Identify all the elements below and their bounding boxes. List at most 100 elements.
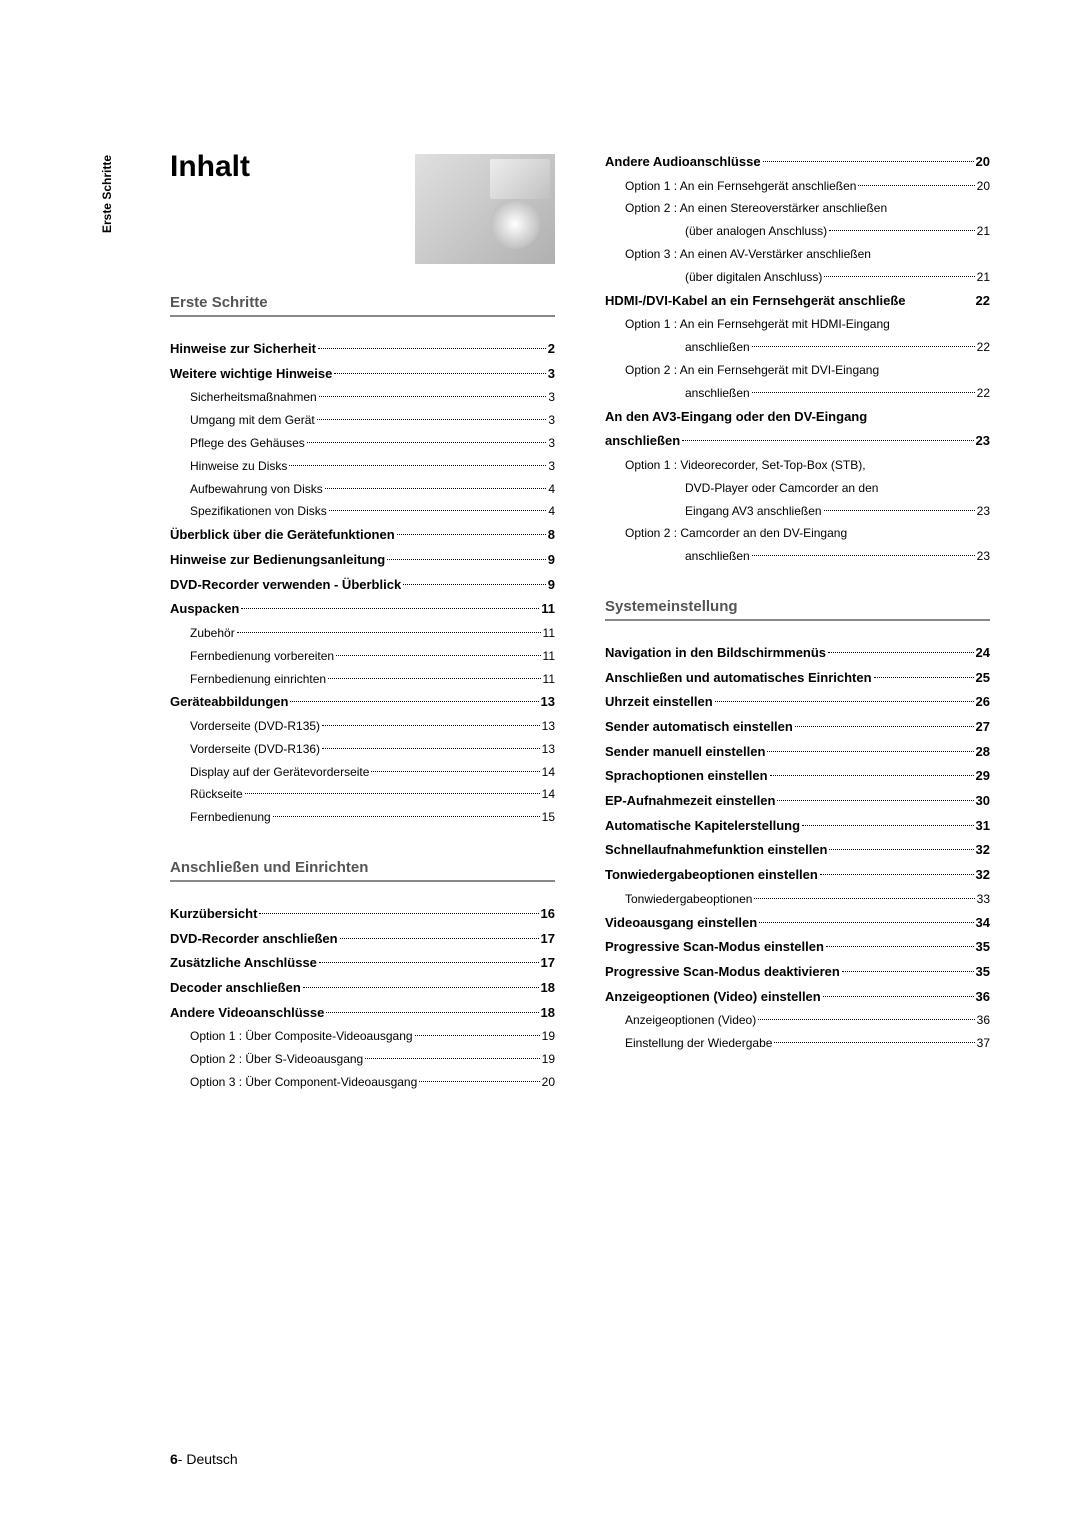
toc-text: Aufbewahrung von Disks [190,478,323,501]
toc-page: 23 [976,429,990,454]
toc-entry: Schnellaufnahmefunktion einstellen32 [605,838,990,863]
toc-entry: Sender manuell einstellen28 [605,740,990,765]
toc-dots [319,396,547,397]
toc-entry: Anzeigeoptionen (Video)36 [605,1009,990,1032]
toc-entry: Vorderseite (DVD-R135)13 [170,715,555,738]
toc-entry: Eingang AV3 anschließen23 [605,500,990,523]
toc-dots [290,701,538,702]
toc-entry: EP-Aufnahmezeit einstellen30 [605,789,990,814]
toc-entry: Option 2 : Über S-Videoausgang19 [170,1048,555,1071]
toc-text: HDMI-/DVI-Kabel an ein Fernsehgerät ansc… [605,289,906,314]
toc-text: EP-Aufnahmezeit einstellen [605,789,775,814]
toc-text: Pflege des Gehäuses [190,432,305,455]
toc-entry: Option 1 : An ein Fernsehgerät anschließ… [605,175,990,198]
toc-continuation: Option 2 : An einen Stereoverstärker ans… [605,197,990,220]
toc-page: 22 [976,289,990,314]
toc-dots [403,584,546,585]
toc-dots [770,775,974,776]
toc-entry: Sprachoptionen einstellen29 [605,764,990,789]
toc-entry: Tonwiedergabeoptionen33 [605,888,990,911]
toc-entry: Andere Audioanschlüsse 20 [605,150,990,175]
toc-page: 22 [977,336,990,359]
toc-text: Sender automatisch einstellen [605,715,793,740]
toc-dots [273,816,540,817]
toc-page: 9 [548,573,555,598]
toc-dots [319,962,539,963]
toc-dots [365,1058,539,1059]
toc-text: Sicherheitsmaßnahmen [190,386,317,409]
toc-dots [340,938,539,939]
toc-entry: Pflege des Gehäuses3 [170,432,555,455]
toc-dots [317,419,547,420]
toc-text: Fernbedienung vorbereiten [190,645,334,668]
toc-text: DVD-Recorder verwenden - Überblick [170,573,401,598]
toc-entry: (über analogen Anschluss)21 [605,220,990,243]
toc-text: Zusätzliche Anschlüsse [170,951,317,976]
toc-entry: Rückseite14 [170,783,555,806]
toc-dots [763,161,974,162]
toc-page: 21 [977,220,990,243]
toc-dots [387,559,546,560]
toc-entry: Fernbedienung 15 [170,806,555,829]
toc-dots [325,488,547,489]
toc-text: Option 3 : Über Component-Videoausgang [190,1071,417,1094]
content-wrapper: Inhalt Erste Schritte Hinweise zur Siche… [170,150,990,1094]
toc-dots [303,987,539,988]
toc-entry: Hinweise zur Sicherheit2 [170,337,555,362]
toc-entry: Option 3 : Über Component-Videoausgang20 [170,1071,555,1094]
toc-page: 17 [541,927,555,952]
right-column: Andere Audioanschlüsse 20Option 1 : An ei… [605,150,990,1094]
toc-text: Display auf der Gerätevorderseite [190,761,369,784]
toc-dots [326,1012,538,1013]
toc-text: Fernbedienung [190,806,271,829]
toc-text: Decoder anschließen [170,976,301,1001]
toc-text: Option 1 : Über Composite-Videoausgang [190,1025,413,1048]
toc-dots [758,1019,974,1020]
toc-section-erste-schritte: Hinweise zur Sicherheit2Weitere wichtige… [170,337,555,829]
toc-text: Anzeigeoptionen (Video) [625,1009,756,1032]
toc-page: 29 [976,764,990,789]
toc-page: 28 [976,740,990,765]
toc-page: 20 [976,150,990,175]
toc-text: Tonwiedergabeoptionen [625,888,752,911]
toc-dots [754,898,974,899]
toc-page: 22 [977,382,990,405]
toc-dots [802,825,973,826]
toc-entry: DVD-Recorder verwenden - Überblick 9 [170,573,555,598]
toc-entry: Aufbewahrung von Disks4 [170,478,555,501]
toc-page: 11 [543,645,555,668]
toc-dots [259,913,538,914]
toc-entry: anschließen 22 [605,382,990,405]
toc-page: 4 [548,500,555,523]
toc-entry: Display auf der Gerätevorderseite14 [170,761,555,784]
page-footer: 6- Deutsch [170,1451,238,1467]
toc-text: Progressive Scan-Modus einstellen [605,935,824,960]
toc-text: anschließen [685,382,750,405]
toc-dots [767,751,973,752]
toc-dots [874,677,974,678]
toc-entry: (über digitalen Anschluss)21 [605,266,990,289]
toc-dots [842,971,974,972]
toc-text: Fernbedienung einrichten [190,668,326,691]
toc-dots [419,1081,539,1082]
toc-text: Option 2 : Über S-Videoausgang [190,1048,363,1071]
toc-page: 15 [542,806,555,829]
toc-page: 31 [976,814,990,839]
toc-text: Andere Audioanschlüsse [605,150,761,175]
toc-text: Anzeigeoptionen (Video) einstellen [605,985,821,1010]
toc-dots [824,510,975,511]
toc-text: Kurzübersicht [170,902,257,927]
toc-dots [795,726,974,727]
toc-page: 34 [976,911,990,936]
toc-dots [371,771,539,772]
toc-section-systemeinstellung: Navigation in den Bildschirmmenüs24Ansch… [605,641,990,1055]
toc-page: 13 [542,715,555,738]
toc-entry: Auspacken11 [170,597,555,622]
toc-entry: Weitere wichtige Hinweise3 [170,362,555,387]
toc-text: Auspacken [170,597,239,622]
toc-text: anschließen [685,336,750,359]
toc-page: 35 [976,935,990,960]
toc-text: Spezifikationen von Disks [190,500,327,523]
toc-entry: Hinweise zur Bedienungsanleitung9 [170,548,555,573]
toc-text: Tonwiedergabeoptionen einstellen [605,863,818,888]
